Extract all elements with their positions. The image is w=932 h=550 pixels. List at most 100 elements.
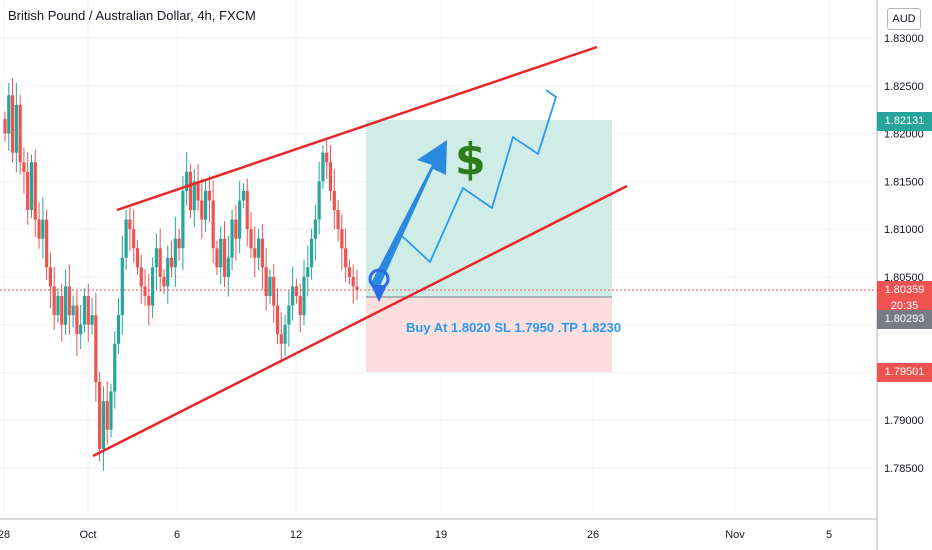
candle-body xyxy=(26,171,30,210)
candle-body xyxy=(219,238,223,268)
time-tick-label: Oct xyxy=(79,529,96,541)
candle-body xyxy=(7,95,11,134)
time-tick-label: 28 xyxy=(0,529,10,541)
trade-note: Buy At 1.8020 SL 1.7950 .TP 1.8230 xyxy=(406,320,622,335)
candle-body xyxy=(147,296,151,306)
candle-body xyxy=(18,104,22,163)
time-tick-label: 26 xyxy=(587,529,599,541)
candle-body xyxy=(234,219,238,239)
candle-body xyxy=(154,248,158,268)
candle-body xyxy=(162,276,166,287)
candle-body xyxy=(86,296,90,325)
candle-body xyxy=(45,219,49,268)
candles xyxy=(3,78,359,471)
candle-body xyxy=(321,152,325,182)
candle-body xyxy=(60,296,64,325)
candle-body xyxy=(355,286,359,291)
channel-lower-line xyxy=(92,184,628,458)
candle-body xyxy=(135,248,140,268)
candle-body xyxy=(29,162,34,210)
stop-zone xyxy=(366,297,612,372)
candle-body xyxy=(287,305,291,325)
candle-body xyxy=(215,248,219,268)
price-axis[interactable]: 1.830001.825001.820001.815001.810001.805… xyxy=(884,33,924,475)
candle-body xyxy=(124,219,128,258)
candle-body xyxy=(63,286,68,325)
candle-body xyxy=(177,238,181,249)
candle-body xyxy=(33,162,37,220)
price-tick-label: 1.81500 xyxy=(884,176,924,188)
time-tick-label: 19 xyxy=(435,529,447,541)
candle-body xyxy=(336,210,340,230)
candle-body xyxy=(90,315,94,325)
candle-body xyxy=(79,324,83,335)
candle-body xyxy=(166,257,170,287)
price-tick-label: 1.83000 xyxy=(884,33,924,45)
candle-body xyxy=(241,190,246,201)
candle-body xyxy=(169,257,174,268)
candle-body xyxy=(347,267,352,277)
candle-body xyxy=(71,305,75,316)
candle-body xyxy=(279,334,283,344)
candle-body xyxy=(302,276,306,316)
price-tick-label: 1.82000 xyxy=(884,129,924,141)
candle-body xyxy=(283,324,287,344)
candle-body xyxy=(306,267,310,277)
candle-body xyxy=(204,190,208,220)
candle-body xyxy=(52,286,56,316)
bullish-arrow xyxy=(371,140,447,288)
candle-body xyxy=(116,315,121,344)
candle-body xyxy=(56,296,60,316)
candle-body xyxy=(94,315,98,382)
candle-body xyxy=(151,267,155,306)
candle-body xyxy=(3,119,7,134)
candle-body xyxy=(120,257,124,316)
channel-upper-line xyxy=(116,45,598,212)
entry-marker xyxy=(368,268,390,302)
candle-body xyxy=(173,238,177,268)
candle-body xyxy=(139,267,143,287)
price-tick-label: 1.78500 xyxy=(884,463,924,475)
candle-body xyxy=(264,267,268,296)
price-tag: 1.79501 xyxy=(877,362,932,382)
candle-body xyxy=(128,219,132,230)
time-axis[interactable]: 28 Oct 6 12 19 26 Nov 5 xyxy=(0,529,832,541)
candle-body xyxy=(260,238,264,268)
candle-body xyxy=(192,181,196,210)
candle-body xyxy=(37,219,41,239)
price-tag: 1.82131 xyxy=(877,111,932,131)
price-tick-label: 1.82500 xyxy=(884,81,924,93)
candle-body xyxy=(230,219,234,258)
chart-title: British Pound / Australian Dollar, 4h, F… xyxy=(8,8,256,23)
candle-body xyxy=(344,248,348,268)
target-zone xyxy=(366,120,612,297)
candle-body xyxy=(317,181,321,220)
candle-body xyxy=(268,276,272,296)
projected-path xyxy=(374,89,558,281)
time-tick-label: 5 xyxy=(826,529,832,541)
price-tick-label: 1.79000 xyxy=(884,415,924,427)
candle-body xyxy=(67,286,71,316)
candle-body xyxy=(109,391,113,430)
candle-body xyxy=(238,200,242,239)
candle-body xyxy=(245,190,249,230)
candle-body xyxy=(309,238,314,268)
candle-body xyxy=(291,286,295,306)
candle-body xyxy=(22,162,26,172)
candle-body xyxy=(105,401,109,430)
currency-button[interactable]: AUD xyxy=(887,8,921,30)
candle-body xyxy=(313,219,317,239)
candle-body xyxy=(294,286,299,296)
candle-body xyxy=(101,401,106,449)
time-tick-label: 6 xyxy=(174,529,180,541)
candle-body xyxy=(256,238,261,258)
candle-body xyxy=(75,305,79,335)
candle-body xyxy=(253,248,257,258)
candle-body xyxy=(10,95,15,153)
candle-body xyxy=(249,229,253,249)
candle-body xyxy=(185,171,189,191)
price-tick-label: 1.81000 xyxy=(884,224,924,236)
candle-body xyxy=(226,257,230,277)
candle-body xyxy=(14,104,18,153)
